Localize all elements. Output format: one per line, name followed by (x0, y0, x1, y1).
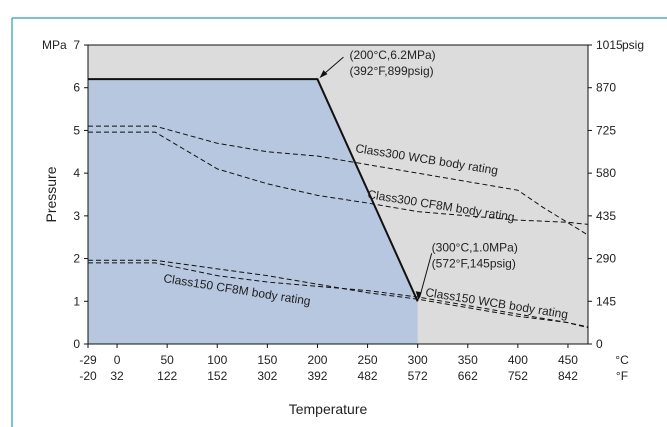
x-tick-label-c-0: -29 (79, 353, 97, 367)
series-line-2 (88, 259, 589, 328)
y-tick-label-right-1: 145 (596, 294, 616, 308)
y-tick-label-right-7: 1015 (596, 38, 623, 52)
x-unit-celsius: °C (615, 353, 629, 367)
x-tick-label-c-9: 400 (508, 353, 528, 367)
y-tick-label-left-1: 1 (73, 294, 80, 308)
x-tick-label-f-1: 32 (110, 369, 124, 383)
y-tick-label-right-3: 435 (596, 209, 616, 223)
x-tick-label-c-2: 50 (160, 353, 174, 367)
x-unit-fahrenheit: °F (616, 369, 628, 383)
x-tick-label-c-6: 250 (358, 353, 378, 367)
y-tick-label-right-2: 290 (596, 252, 616, 266)
x-tick-label-f-5: 392 (307, 369, 327, 383)
x-tick-label-c-1: 0 (114, 353, 121, 367)
y-tick-label-right-0: 0 (596, 337, 603, 351)
plot-border (87, 44, 589, 345)
series-line-1 (88, 131, 589, 225)
operating-region (88, 79, 418, 345)
annotation-arrowhead-top (319, 70, 328, 79)
x-tick-label-c-4: 150 (257, 353, 277, 367)
y-tick-label-left-7: 7 (73, 38, 80, 52)
annotation-arrowhead-bottom (415, 291, 422, 301)
annotation-top-line1: (200°C,6.2MPa) (349, 48, 435, 62)
series-line-3 (88, 262, 589, 329)
annotation-top-line2: (392°F,899psig) (349, 64, 433, 78)
annotations-group: (200°C,6.2MPa) (392°F,899psig) (300°C,1.… (319, 48, 518, 301)
x-tick-label-c-3: 100 (207, 353, 227, 367)
y-tick-label-right-4: 580 (596, 166, 616, 180)
y-tick-label-left-3: 3 (73, 209, 80, 223)
y-tick-label-left-4: 4 (73, 166, 80, 180)
x-tick-label-f-6: 482 (358, 369, 378, 383)
series-line-0 (88, 125, 589, 236)
region-boundary-line (88, 78, 419, 302)
y-tick-label-left-2: 2 (73, 252, 80, 266)
x-tick-label-f-2: 122 (157, 369, 177, 383)
x-tick-label-c-7: 300 (408, 353, 428, 367)
annotation-arrow-bottom (419, 253, 433, 298)
x-tick-label-f-10: 842 (558, 369, 578, 383)
annotation-bottom-line2: (572°F,145psig) (432, 256, 516, 270)
y-tick-label-left-6: 6 (73, 81, 80, 95)
y-tick-label-right-6: 870 (596, 81, 616, 95)
x-tick-label-f-3: 152 (207, 369, 227, 383)
annotation-bottom-line1: (300°C,1.0MPa) (432, 240, 518, 254)
y-tick-label-right-5: 725 (596, 123, 616, 137)
y-axis-title: Pressure (43, 166, 59, 222)
left-unit-label: MPa (42, 38, 67, 52)
x-axis-title: Temperature (289, 401, 368, 417)
y-tick-label-left-5: 5 (73, 123, 80, 137)
x-tick-label-c-10: 450 (558, 353, 578, 367)
x-tick-label-f-7: 572 (408, 369, 428, 383)
x-tick-label-f-9: 752 (508, 369, 528, 383)
x-tick-label-c-5: 200 (307, 353, 327, 367)
x-tick-label-f-4: 302 (257, 369, 277, 383)
x-tick-label-f-8: 662 (458, 369, 478, 383)
x-tick-label-c-8: 350 (458, 353, 478, 367)
right-unit-label: psig (622, 38, 644, 52)
x-tick-label-f-0: -20 (79, 369, 97, 383)
series-group (88, 125, 589, 329)
y-tick-label-left-0: 0 (73, 337, 80, 351)
